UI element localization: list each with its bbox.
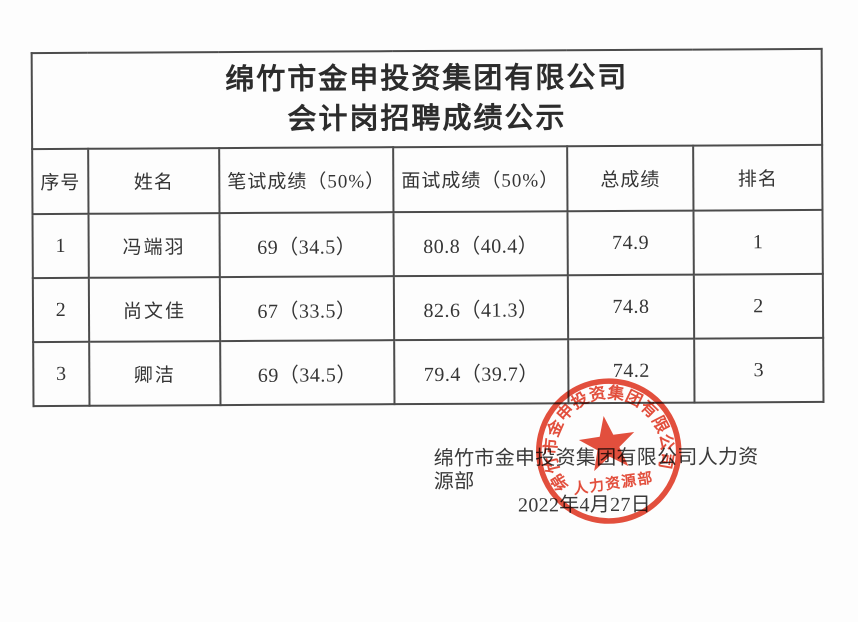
cell-rank: 3 [694,337,824,403]
cell-index: 1 [32,213,89,279]
table-row: 3 卿洁 69（34.5） 79.4（39.7） 74.2 3 [33,337,824,407]
column-header-index: 序号 [32,148,89,215]
cell-written-score: 67（33.5） [219,276,395,342]
score-table: 绵竹市金申投资集团有限公司 会计岗招聘成绩公示 序号 姓名 笔试成绩（50%） … [31,48,825,407]
column-header-name: 姓名 [88,148,220,214]
table-title-cell: 绵竹市金申投资集团有限公司 会计岗招聘成绩公示 [31,48,823,150]
signature-department: 绵竹市金申投资集团有限公司人力资源部 [433,446,759,493]
cell-index: 3 [33,341,90,407]
cell-written-score: 69（34.5） [220,340,395,406]
column-header-interview: 面试成绩（50%） [393,146,568,213]
column-header-written: 笔试成绩（50%） [219,147,394,214]
signature-date: 2022年4月27日 [517,493,652,517]
cell-total-score: 74.2 [568,338,695,404]
footer-signature-block: 绵竹市金申投资集团有限公司人力资源部 2022年4月27日 [434,446,779,518]
column-header-total: 总成绩 [567,145,694,212]
table-row: 2 尚文佳 67（33.5） 82.6（41.3） 74.8 2 [32,273,824,343]
document-title-line2: 会计岗招聘成绩公示 [287,102,567,136]
cell-rank: 1 [693,209,823,275]
cell-name: 卿洁 [89,341,221,406]
cell-interview-score: 80.8（40.4） [393,211,568,277]
cell-total-score: 74.9 [567,210,694,276]
cell-total-score: 74.8 [567,274,695,340]
cell-name: 尚文佳 [88,277,221,342]
table-header-row: 序号 姓名 笔试成绩（50%） 面试成绩（50%） 总成绩 排名 [32,144,823,215]
document-title-line1: 绵竹市金申投资集团有限公司 [225,61,629,97]
cell-name: 冯端羽 [88,213,220,278]
column-header-rank: 排名 [693,144,823,211]
cell-written-score: 69（34.5） [219,212,394,278]
cell-interview-score: 82.6（41.3） [393,275,569,341]
cell-index: 2 [32,277,90,343]
cell-interview-score: 79.4（39.7） [394,339,569,405]
cell-rank: 2 [693,273,824,339]
table-title-row: 绵竹市金申投资集团有限公司 会计岗招聘成绩公示 [31,48,823,150]
table-row: 1 冯端羽 69（34.5） 80.8（40.4） 74.9 1 [32,209,823,279]
